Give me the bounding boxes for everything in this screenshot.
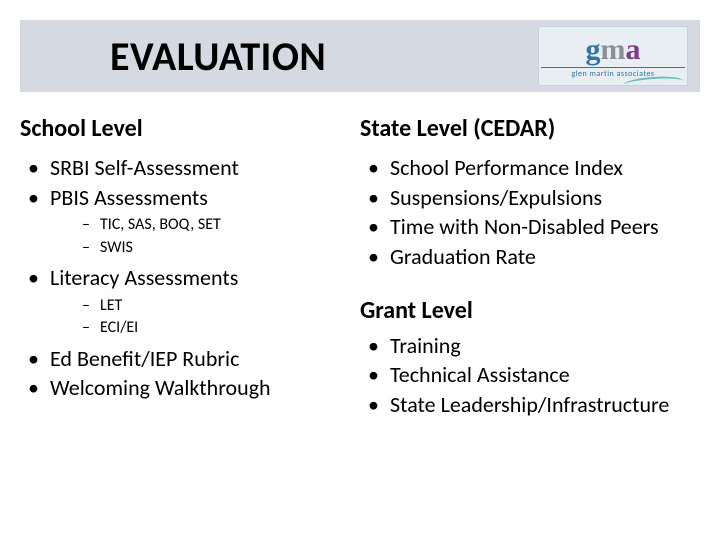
state-level-heading: State Level (CEDAR)	[360, 114, 700, 143]
item-label: Ed Benefit/IEP Rubric	[50, 345, 239, 372]
logo: g m a glen martin associates	[538, 26, 688, 86]
list-item: State Leadership/Infrastructure	[364, 390, 700, 420]
list-item: School Performance Index	[364, 153, 700, 183]
state-level-list: School Performance Index Suspensions/Exp…	[360, 153, 700, 272]
sub-item: SWIS	[80, 237, 340, 259]
list-item: Training	[364, 331, 700, 361]
content-columns: School Level SRBI Self-Assessment PBIS A…	[20, 114, 700, 420]
item-label: Welcoming Walkthrough	[50, 374, 271, 401]
logo-text: g m a	[586, 33, 641, 67]
grant-level-heading: Grant Level	[360, 296, 700, 325]
list-item: Suspensions/Expulsions	[364, 183, 700, 213]
school-level-heading: School Level	[20, 114, 340, 143]
logo-letter-g: g	[586, 33, 601, 67]
list-item: Ed Benefit/IEP Rubric	[24, 344, 340, 374]
sub-item: ECI/EI	[80, 317, 340, 339]
list-item: Graduation Rate	[364, 242, 700, 272]
logo-letter-a: a	[626, 33, 641, 67]
sub-item: TIC, SAS, BOQ, SET	[80, 214, 340, 236]
sub-item: LET	[80, 295, 340, 317]
list-item: Time with Non-Disabled Peers	[364, 212, 700, 242]
item-label: PBIS Assessments	[50, 184, 208, 211]
item-label: SRBI Self-Assessment	[50, 154, 239, 181]
list-item: Welcoming Walkthrough	[24, 373, 340, 403]
sub-list: LET ECI/EI	[50, 295, 340, 340]
slide-title: EVALUATION	[110, 32, 326, 81]
title-bar: EVALUATION g m a glen martin associates	[20, 20, 700, 92]
list-item: Literacy Assessments LET ECI/EI	[24, 263, 340, 339]
sub-list: TIC, SAS, BOQ, SET SWIS	[50, 214, 340, 259]
logo-letter-m: m	[601, 33, 626, 67]
left-column: School Level SRBI Self-Assessment PBIS A…	[20, 114, 340, 420]
list-item: SRBI Self-Assessment	[24, 153, 340, 183]
list-item: Technical Assistance	[364, 360, 700, 390]
item-label: Literacy Assessments	[50, 264, 238, 291]
list-item: PBIS Assessments TIC, SAS, BOQ, SET SWIS	[24, 183, 340, 259]
right-column: State Level (CEDAR) School Performance I…	[360, 114, 700, 420]
grant-level-list: Training Technical Assistance State Lead…	[360, 331, 700, 420]
school-level-list: SRBI Self-Assessment PBIS Assessments TI…	[20, 153, 340, 403]
